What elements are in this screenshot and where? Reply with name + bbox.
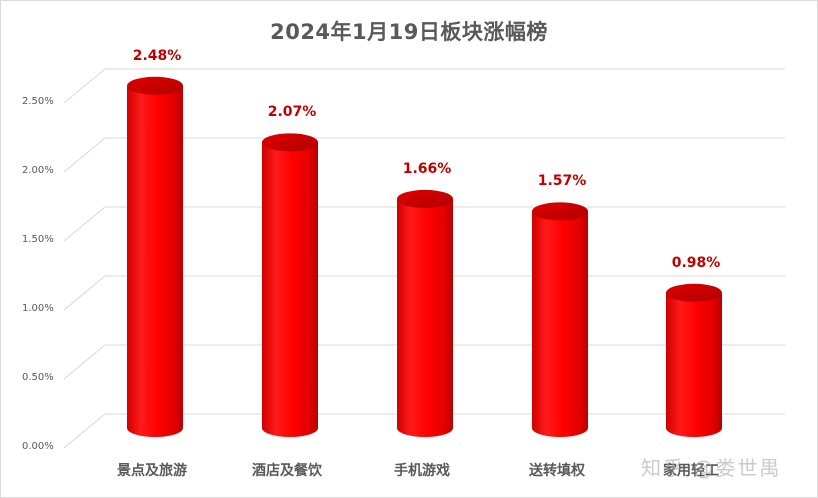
watermark: 知乎 @娄世禺 [641,456,782,480]
bar-2 [262,133,318,437]
bar-value-label: 0.98% [671,254,721,271]
y-tick-label: 2.00% [22,165,54,176]
bar-1 [127,76,183,437]
y-tick-label: 2.50% [22,96,54,107]
chart-title: 2024年1月19日板块涨幅榜 [270,20,548,44]
bar-3 [397,189,453,437]
y-tick-label: 0.00% [22,441,54,452]
bar-value-label: 1.57% [537,173,587,190]
gridline-depth [63,413,106,449]
y-tick-label: 1.00% [22,303,54,314]
x-category-label: 景点及旅游 [117,463,187,479]
x-category-label: 家用轻工 [663,463,719,479]
x-category-label: 手机游戏 [394,463,450,479]
gridline-depth [63,275,106,311]
gridline-depth [63,68,106,104]
x-category-label: 送转填权 [529,463,585,479]
gridline-depth [63,137,106,173]
bar-5 [666,283,722,437]
bar-value-label: 1.66% [402,160,452,177]
y-tick-label: 1.50% [22,234,54,245]
gridline-depth [63,344,106,380]
bar-value-label: 2.48% [132,47,182,64]
bar-value-label: 2.07% [267,104,317,121]
y-tick-label: 0.50% [22,372,54,383]
x-category-label: 酒店及餐饮 [252,463,322,479]
gridline-depth [63,206,106,242]
bar-4 [532,202,588,437]
